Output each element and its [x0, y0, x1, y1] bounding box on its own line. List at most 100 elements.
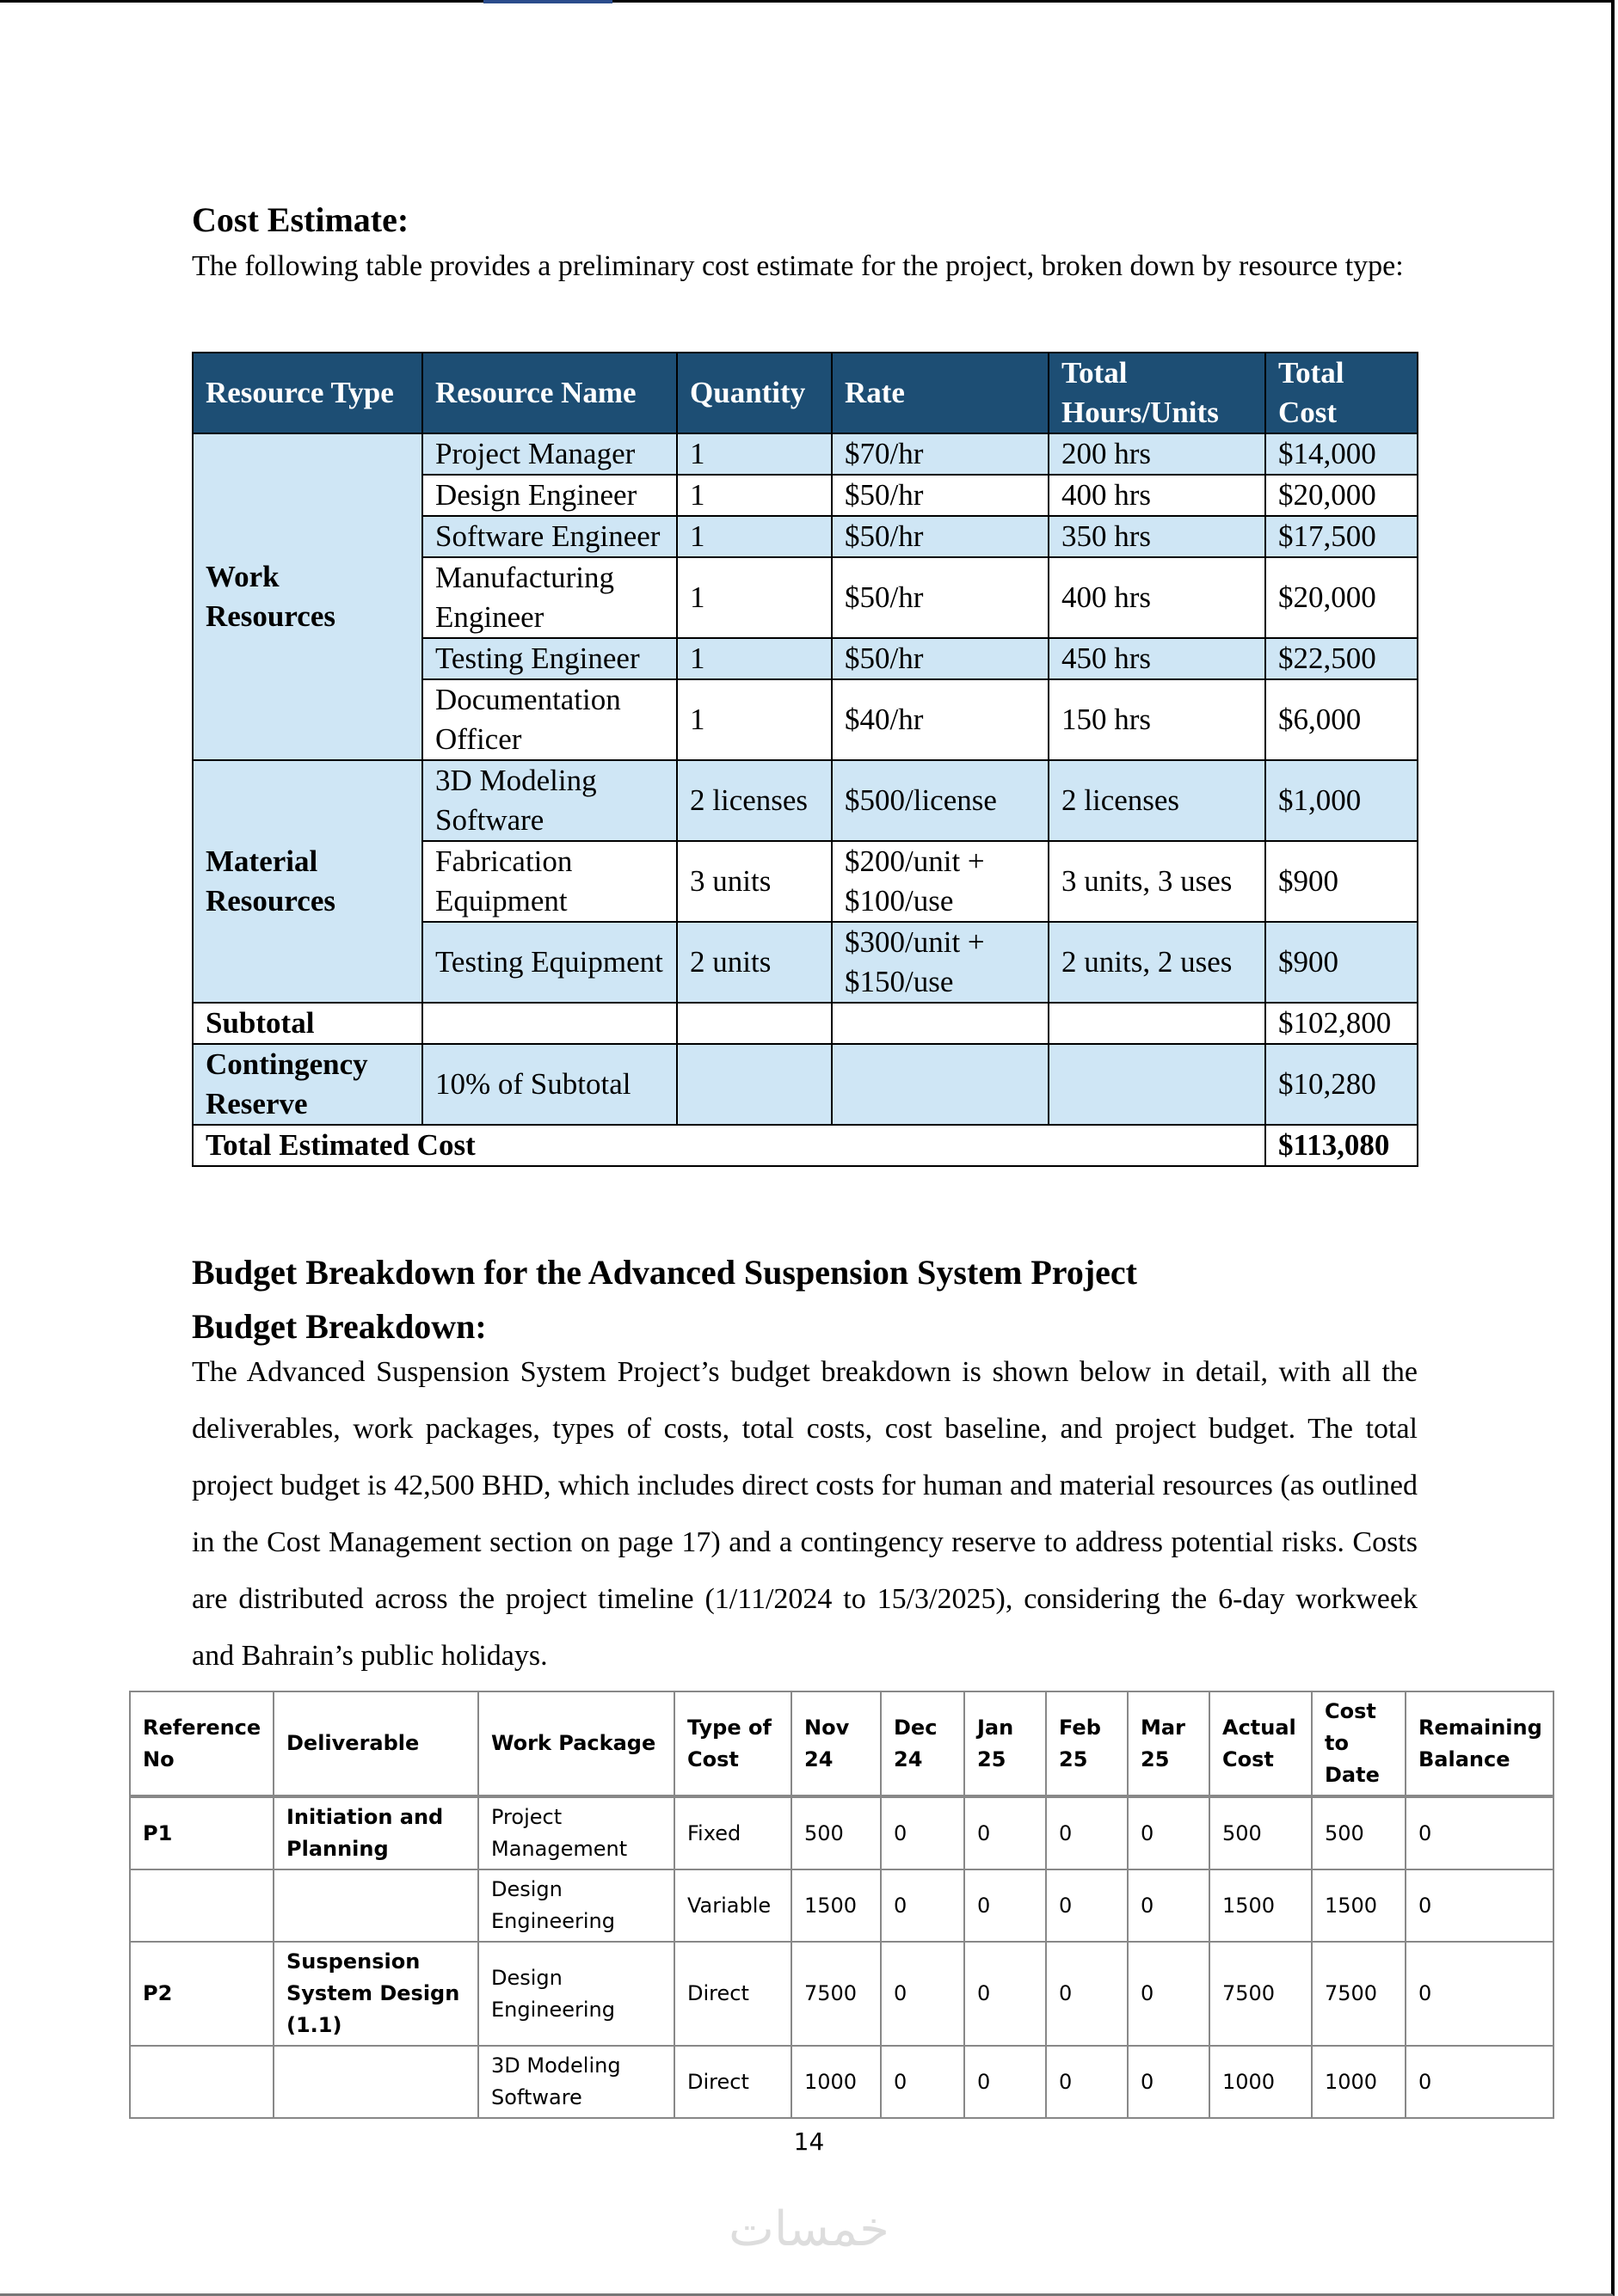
- cell: 3D Modeling Software: [421, 759, 678, 842]
- empty-cell: [421, 1002, 678, 1045]
- empty-cell: [129, 2045, 274, 2119]
- cell: Software Engineer: [421, 515, 678, 558]
- cell: 7500: [1311, 1941, 1406, 2047]
- cell: 0: [1405, 1869, 1554, 1943]
- cell: Direct: [674, 1941, 792, 2047]
- cell: 2 licenses: [1048, 759, 1266, 842]
- cell: $900: [1264, 921, 1418, 1004]
- cell: $70/hr: [831, 433, 1049, 476]
- table-row: Documentation Officer 1 $40/hr 150 hrs $6,00…: [193, 678, 1418, 761]
- header-cell: Rate: [831, 352, 1049, 434]
- cell: 500: [1209, 1796, 1313, 1870]
- cell: 400 hrs: [1048, 474, 1266, 517]
- header-row: Resource Type Resource Name Quantity Rate To…: [192, 352, 1418, 434]
- cell: 1000: [791, 2045, 882, 2119]
- cell: 3D Modeling Software: [477, 2045, 675, 2119]
- cell: 200 hrs: [1048, 433, 1266, 476]
- header-cell: Total Cost: [1264, 352, 1418, 434]
- table-row: Manufacturing Engineer 1 $50/hr 400 hrs $20,…: [193, 556, 1418, 639]
- cell: $113,080: [1264, 1124, 1418, 1167]
- heading: Cost Estimate:: [192, 200, 409, 239]
- cell: 0: [1405, 2045, 1554, 2119]
- table-row: P1 Initiation and Planning Project Managem…: [129, 1796, 1554, 1870]
- header-cell: Reference No: [129, 1691, 274, 1798]
- cell: 450 hrs: [1048, 637, 1266, 680]
- cell: Project Management: [477, 1796, 675, 1870]
- header-cell: Total Hours/Units: [1048, 352, 1266, 434]
- cell: 1000: [1209, 2045, 1313, 2119]
- table-row: Work Resources Project Manager 1 $70/hr 200 …: [192, 433, 1418, 761]
- cell: 350 hrs: [1048, 515, 1266, 558]
- empty-cell: [831, 1002, 1049, 1045]
- cell: Fabrication Equipment: [421, 840, 678, 923]
- total-row: Total Estimated Cost $113,080: [192, 1124, 1418, 1167]
- cell: 2 licenses: [676, 759, 833, 842]
- cell: 1500: [1311, 1869, 1406, 1943]
- header-cell: Type of Cost: [674, 1691, 792, 1798]
- cell: $22,500: [1264, 637, 1418, 680]
- cell: $10,280: [1264, 1043, 1418, 1126]
- cell: 2 units, 2 uses: [1048, 921, 1266, 1004]
- header-cell: Resource Name: [421, 352, 678, 434]
- header-cell: Cost to Date: [1311, 1691, 1406, 1798]
- cell: Testing Equipment: [421, 921, 678, 1004]
- cell: 0: [1405, 1941, 1554, 2047]
- cell: Design Engineering: [477, 1869, 675, 1943]
- cell: 3 units: [676, 840, 833, 923]
- cell: 0: [1045, 1941, 1129, 2047]
- cell: $20,000: [1264, 556, 1418, 639]
- cell: 0: [880, 1796, 965, 1870]
- cell: Documentation Officer: [421, 678, 678, 761]
- cell: $200/unit + $100/use: [831, 840, 1049, 923]
- cell: 1: [676, 678, 833, 761]
- cell: $300/unit + $150/use: [831, 921, 1049, 1004]
- cell: 0: [880, 2045, 965, 2119]
- paragraph: The Advanced Suspension System Project’s…: [192, 1356, 1418, 1672]
- paragraph: The following table provides a prelimina…: [192, 250, 1404, 282]
- cell: 0: [1127, 1941, 1210, 2047]
- cell: $6,000: [1264, 678, 1418, 761]
- cell: 3 units, 3 uses: [1048, 840, 1266, 923]
- heading: Budget Breakdown:: [192, 1307, 487, 1346]
- cell: 10% of Subtotal: [421, 1043, 678, 1126]
- cell: 500: [791, 1796, 882, 1870]
- table-row: Design Engineer 1 $50/hr 400 hrs $20,000: [193, 474, 1418, 517]
- cell: $500/license: [831, 759, 1049, 842]
- empty-cell: [129, 1869, 274, 1943]
- cell: $50/hr: [831, 556, 1049, 639]
- cell: Manufacturing Engineer: [421, 556, 678, 639]
- empty-cell: [1048, 1043, 1266, 1126]
- cell: 1: [676, 515, 833, 558]
- page-number: 14: [793, 2127, 825, 2156]
- cell: P2: [129, 1941, 274, 2047]
- cell: 0: [1045, 2045, 1129, 2119]
- table-row: Design Engineering Variable 1500 0 0 0 0 1500 15…: [129, 1869, 1554, 1943]
- heading: Budget Breakdown for the Advanced Suspen…: [192, 1253, 1137, 1292]
- table-row: Material Resources 3D Modeling Software 2 …: [192, 759, 1418, 1004]
- cell: 150 hrs: [1048, 678, 1266, 761]
- cell: Design Engineer: [421, 474, 678, 517]
- cell: 1500: [1209, 1869, 1313, 1943]
- header-cell: Quantity: [676, 352, 833, 434]
- header-row: Reference No Deliverable Work Package Type …: [129, 1691, 1554, 1798]
- cell: 500: [1311, 1796, 1406, 1870]
- cell: $1,000: [1264, 759, 1418, 842]
- cell: Testing Engineer: [421, 637, 678, 680]
- empty-cell: [273, 1869, 479, 1943]
- cell: Fixed: [674, 1796, 792, 1870]
- cell: $14,000: [1264, 433, 1418, 476]
- cell: 1: [676, 474, 833, 517]
- empty-cell: [273, 2045, 479, 2119]
- empty-cell: [1048, 1002, 1266, 1045]
- cell: 2 units: [676, 921, 833, 1004]
- group-cell: Material Resources: [192, 759, 423, 1004]
- empty-cell: [831, 1043, 1049, 1126]
- cell: $102,800: [1264, 1002, 1418, 1045]
- cell: $900: [1264, 840, 1418, 923]
- cell: $50/hr: [831, 515, 1049, 558]
- table-row: Testing Engineer 1 $50/hr 450 hrs $22,500: [193, 637, 1418, 680]
- cell: P1: [129, 1796, 274, 1870]
- budget-table: Reference No Deliverable Work Package Type …: [129, 1691, 1554, 2119]
